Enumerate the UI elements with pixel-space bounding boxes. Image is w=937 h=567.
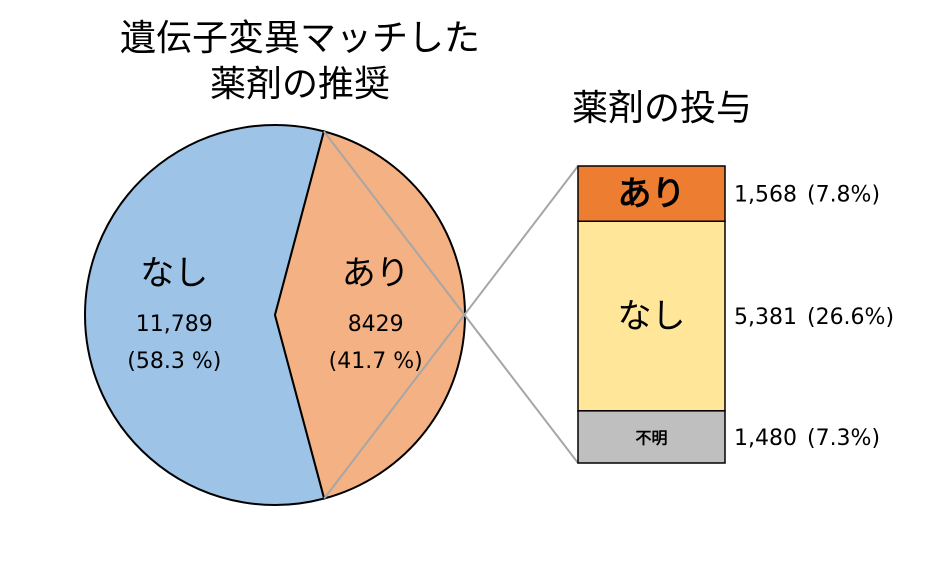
bar-segment xyxy=(577,165,726,222)
segment-label: 不明 xyxy=(635,428,667,447)
segment-percent: (26.6%) xyxy=(807,305,894,330)
pie-slice xyxy=(84,124,326,506)
slice-percent: (41.7 %) xyxy=(329,349,423,374)
slice-label: あり xyxy=(342,253,410,293)
segment-percent: (7.3%) xyxy=(807,426,880,451)
segment-value: 1,568 xyxy=(734,183,797,208)
slice-percent: (58.3 %) xyxy=(127,349,221,374)
bar-segment xyxy=(577,410,726,464)
slice-label: なし xyxy=(140,254,208,294)
slice-value: 11,789 xyxy=(136,312,213,337)
slice-value: 8429 xyxy=(348,312,404,337)
segment-annotation: 1,480 (7.3%) xyxy=(734,426,880,451)
segment-percent: (7.8%) xyxy=(807,183,880,208)
connector xyxy=(323,130,579,464)
bar-title: 薬剤の投与 xyxy=(572,88,752,129)
segment-annotation: 5,381 (26.6%) xyxy=(734,305,894,330)
segment-label: あり xyxy=(618,174,686,214)
segment-value: 5,381 xyxy=(734,305,797,330)
bar-segment xyxy=(577,220,726,412)
segment-annotation: 1,568 (7.8%) xyxy=(734,183,880,208)
segment-value: 1,480 xyxy=(734,426,797,451)
pie-title: 薬剤の推奨 xyxy=(210,64,390,105)
segment-label: なし xyxy=(618,297,686,337)
connector xyxy=(323,165,579,500)
pie-title: 遺伝子変異マッチした xyxy=(120,18,480,59)
